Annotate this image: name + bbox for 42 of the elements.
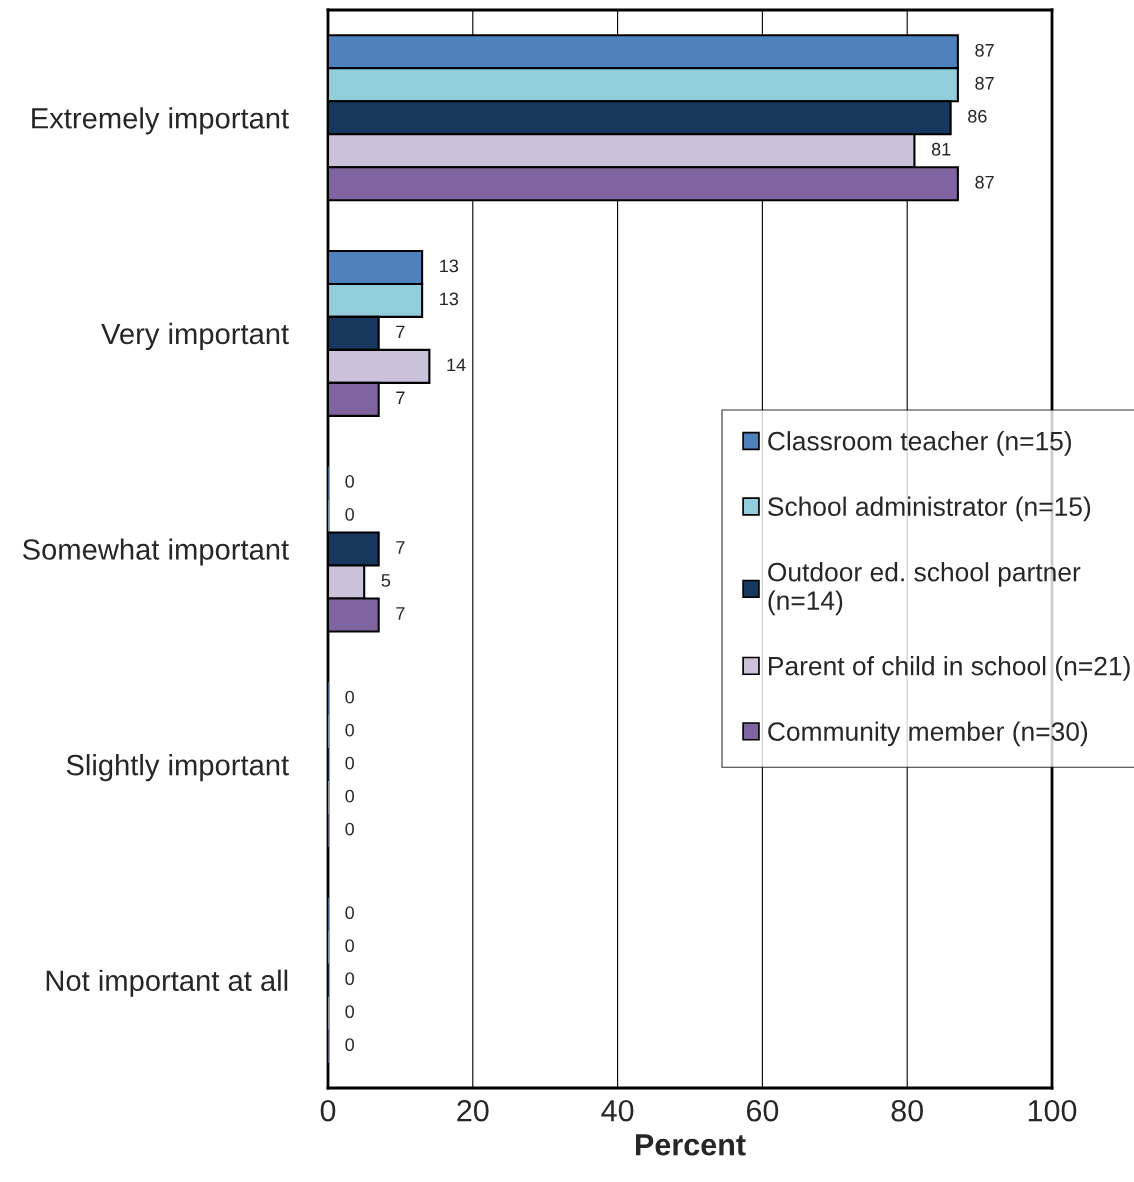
legend-label: Classroom teacher (n=15) xyxy=(768,431,1072,456)
data-label: 86 xyxy=(968,109,987,123)
x-axis-title: Percent xyxy=(636,1134,746,1156)
data-label: 87 xyxy=(975,175,994,189)
data-label: 7 xyxy=(396,607,405,620)
data-label: 0 xyxy=(345,723,354,737)
legend-label: Community member (n=30) xyxy=(768,721,1088,747)
data-label: 0 xyxy=(345,939,354,953)
data-label: 0 xyxy=(345,690,354,704)
y-tick-label: Not important at all xyxy=(46,969,288,997)
legend-label: Parent of child in school (n=21) xyxy=(769,656,1130,681)
data-label: 7 xyxy=(396,541,405,554)
data-label: 0 xyxy=(345,822,354,836)
data-label: 0 xyxy=(345,972,354,986)
data-label: 0 xyxy=(345,475,354,488)
data-label: 87 xyxy=(975,43,994,57)
y-tick-label: Slightly important xyxy=(66,754,289,782)
legend-label: School administrator (n=15) xyxy=(768,496,1091,522)
x-tick-label: 40 xyxy=(601,1099,634,1122)
data-label: 87 xyxy=(975,76,994,90)
data-label: 5 xyxy=(381,574,391,587)
x-tick-label: 80 xyxy=(891,1099,923,1122)
data-label: 14 xyxy=(447,358,466,372)
data-label: 0 xyxy=(345,508,354,521)
data-label: 0 xyxy=(345,789,354,803)
x-tick-label: 100 xyxy=(1028,1099,1077,1122)
x-tick-label: 20 xyxy=(457,1099,489,1122)
y-tick-label: Very important xyxy=(101,322,289,351)
data-label: 81 xyxy=(931,142,951,156)
y-tick-label: Somewhat important xyxy=(22,538,289,566)
y-tick-label: Extremely important xyxy=(32,107,289,135)
legend-label: Outdoor ed. school partner (n=14) xyxy=(768,562,1081,616)
x-tick-label: 60 xyxy=(746,1099,779,1122)
data-label: 0 xyxy=(345,1038,354,1052)
data-label: 0 xyxy=(345,906,354,920)
data-label: 13 xyxy=(440,292,459,306)
data-label: 0 xyxy=(345,756,354,770)
data-label: 13 xyxy=(440,259,459,273)
data-label: 7 xyxy=(396,391,405,405)
data-label: 7 xyxy=(396,325,405,339)
x-tick-label: 0 xyxy=(320,1099,336,1122)
data-label: 0 xyxy=(345,1005,354,1019)
